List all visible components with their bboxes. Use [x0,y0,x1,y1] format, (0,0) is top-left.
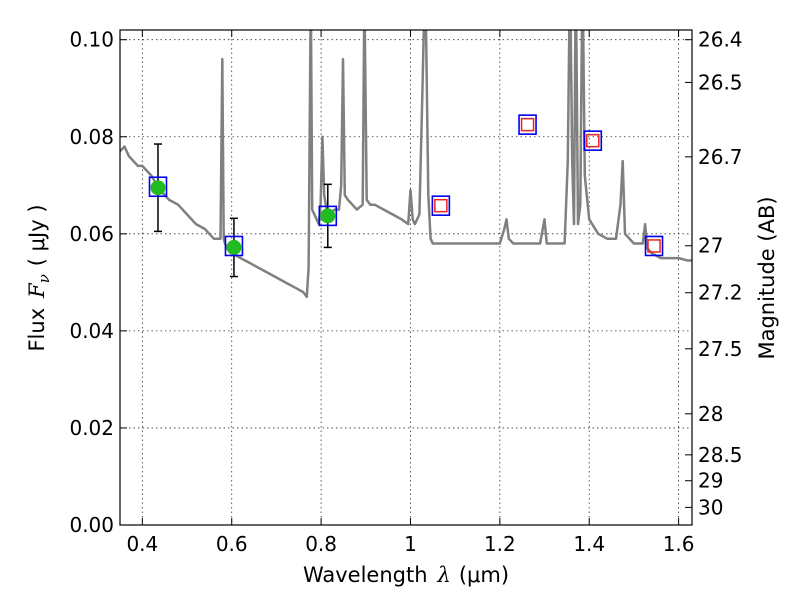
x-tick-label: 0.8 [305,532,337,556]
y2-tick-label: 27.5 [698,337,743,361]
y-tick-label: 0.08 [69,125,114,149]
model-box-small [586,133,600,148]
model-box [518,114,537,135]
model-box-small [647,239,661,253]
model-box [224,235,244,257]
y2-tick-label: 27 [698,234,723,258]
y-tick-label: 0.04 [69,319,114,343]
y2-tick-label: 28 [698,402,723,426]
model-box [644,235,664,257]
model-box [431,195,451,216]
y2-tick-label: 27.2 [698,281,743,305]
model-box [148,176,168,198]
axes: 0.4 0.6 0.8 1 1.2 1.4 1.6 0.00 0.02 0.04 0.06 0.08 0… [69,28,742,556]
y2-tick-label: 28.5 [698,443,743,467]
y2-axis-label: Magnitude (AB) [755,196,779,359]
photometry-point [150,180,166,196]
x-tick-label: 1.4 [573,532,605,556]
y-tick-label: 0.10 [69,28,114,52]
model-box [318,205,338,227]
photometry-point [320,208,336,224]
plot-frame [119,29,693,526]
x-tick-label: 1.6 [663,532,695,556]
model-box [583,130,603,151]
grid [120,30,692,525]
y2-tick-label: 26.4 [698,28,743,52]
model-box-small [434,198,448,213]
photometry-point [226,239,242,255]
model-box-small [520,117,535,132]
y-tick-label: 0.02 [69,416,114,440]
y-tick-label: 0.06 [69,222,114,246]
y2-tick-label: 26.5 [698,70,743,94]
x-tick-label: 1.2 [484,532,516,556]
y-tick-label: 0.00 [69,513,114,537]
x-tick-label: 1 [404,532,417,556]
x-tick-label: 0.4 [126,532,158,556]
y2-tick-label: 29 [698,469,723,493]
x-axis-label: Wavelength λ (μm) [303,563,509,587]
spectrum-line [120,30,692,299]
y-axis-label: FluxFν( μJy ) [25,204,53,351]
y2-tick-label: 26.7 [698,145,743,169]
data-area [120,30,692,299]
x-tick-label: 0.6 [216,532,248,556]
y2-tick-label: 30 [698,495,723,519]
